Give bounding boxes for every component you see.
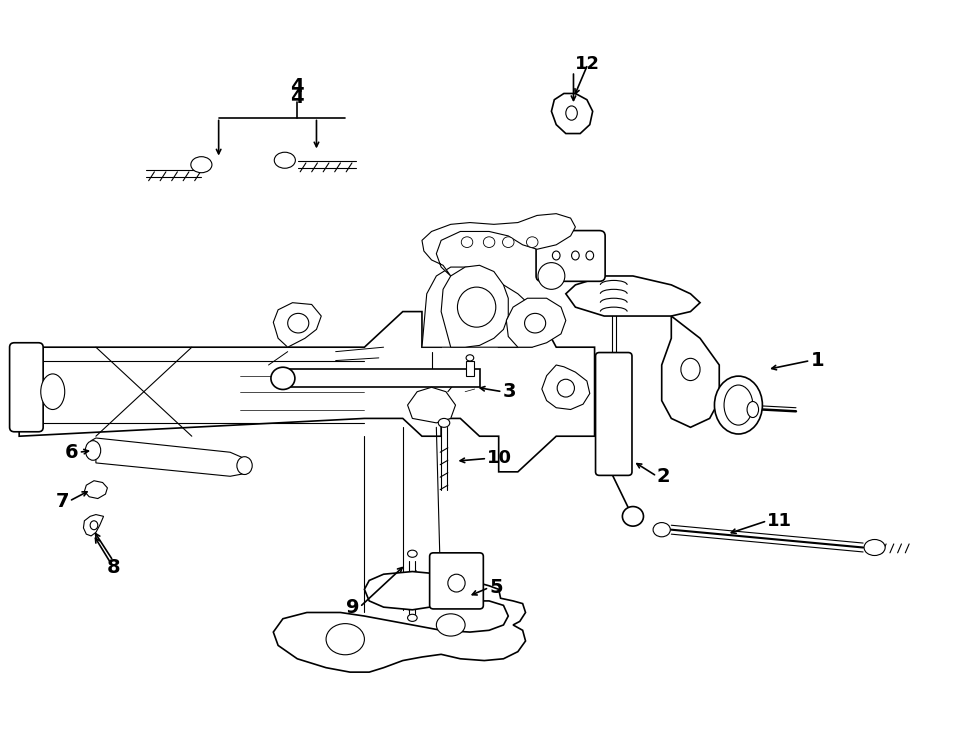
Ellipse shape [448, 575, 465, 592]
Ellipse shape [274, 153, 295, 168]
Text: 8: 8 [106, 558, 120, 577]
FancyBboxPatch shape [430, 553, 483, 609]
Text: 3: 3 [503, 383, 516, 402]
Text: 4: 4 [291, 88, 304, 107]
Polygon shape [83, 515, 104, 536]
Text: 7: 7 [56, 492, 69, 511]
Ellipse shape [622, 507, 643, 526]
Ellipse shape [552, 251, 560, 260]
Ellipse shape [288, 313, 309, 333]
Polygon shape [422, 214, 575, 276]
Ellipse shape [864, 539, 885, 556]
FancyBboxPatch shape [10, 343, 43, 431]
Text: 2: 2 [657, 466, 670, 485]
Polygon shape [288, 369, 480, 387]
Polygon shape [542, 365, 590, 410]
Ellipse shape [572, 251, 579, 260]
Polygon shape [551, 93, 593, 134]
Ellipse shape [747, 402, 759, 418]
Ellipse shape [483, 237, 495, 247]
Text: 9: 9 [346, 598, 360, 617]
Polygon shape [91, 438, 249, 476]
Polygon shape [273, 303, 321, 347]
Ellipse shape [525, 313, 546, 333]
Text: 5: 5 [489, 578, 503, 597]
Ellipse shape [538, 263, 565, 289]
Text: 10: 10 [487, 450, 512, 467]
Polygon shape [506, 299, 566, 347]
Ellipse shape [85, 441, 101, 460]
Text: 12: 12 [575, 55, 600, 73]
Polygon shape [84, 481, 107, 499]
Text: 11: 11 [767, 512, 792, 530]
Ellipse shape [503, 237, 514, 247]
Ellipse shape [557, 380, 574, 397]
Text: 1: 1 [810, 351, 824, 370]
Ellipse shape [191, 157, 212, 173]
Ellipse shape [714, 376, 762, 434]
Ellipse shape [526, 237, 538, 247]
Ellipse shape [653, 523, 670, 537]
Polygon shape [19, 312, 595, 472]
Ellipse shape [408, 550, 417, 557]
Ellipse shape [408, 614, 417, 621]
Ellipse shape [436, 614, 465, 636]
Ellipse shape [724, 385, 753, 425]
FancyBboxPatch shape [596, 353, 632, 475]
Ellipse shape [40, 374, 65, 410]
Polygon shape [408, 387, 456, 423]
Ellipse shape [461, 237, 473, 247]
Ellipse shape [90, 520, 98, 530]
Ellipse shape [326, 623, 364, 655]
Ellipse shape [438, 418, 450, 427]
Polygon shape [422, 267, 532, 347]
Text: 4: 4 [291, 77, 304, 96]
Polygon shape [566, 276, 700, 316]
Polygon shape [662, 316, 719, 427]
Ellipse shape [466, 355, 474, 361]
Ellipse shape [586, 251, 594, 260]
Ellipse shape [237, 457, 252, 475]
Ellipse shape [457, 287, 496, 327]
FancyBboxPatch shape [536, 231, 605, 281]
Ellipse shape [270, 367, 295, 390]
Text: 6: 6 [65, 442, 79, 462]
Polygon shape [441, 265, 508, 347]
Ellipse shape [566, 106, 577, 120]
Ellipse shape [681, 358, 700, 380]
Polygon shape [466, 361, 474, 376]
Polygon shape [273, 572, 526, 672]
